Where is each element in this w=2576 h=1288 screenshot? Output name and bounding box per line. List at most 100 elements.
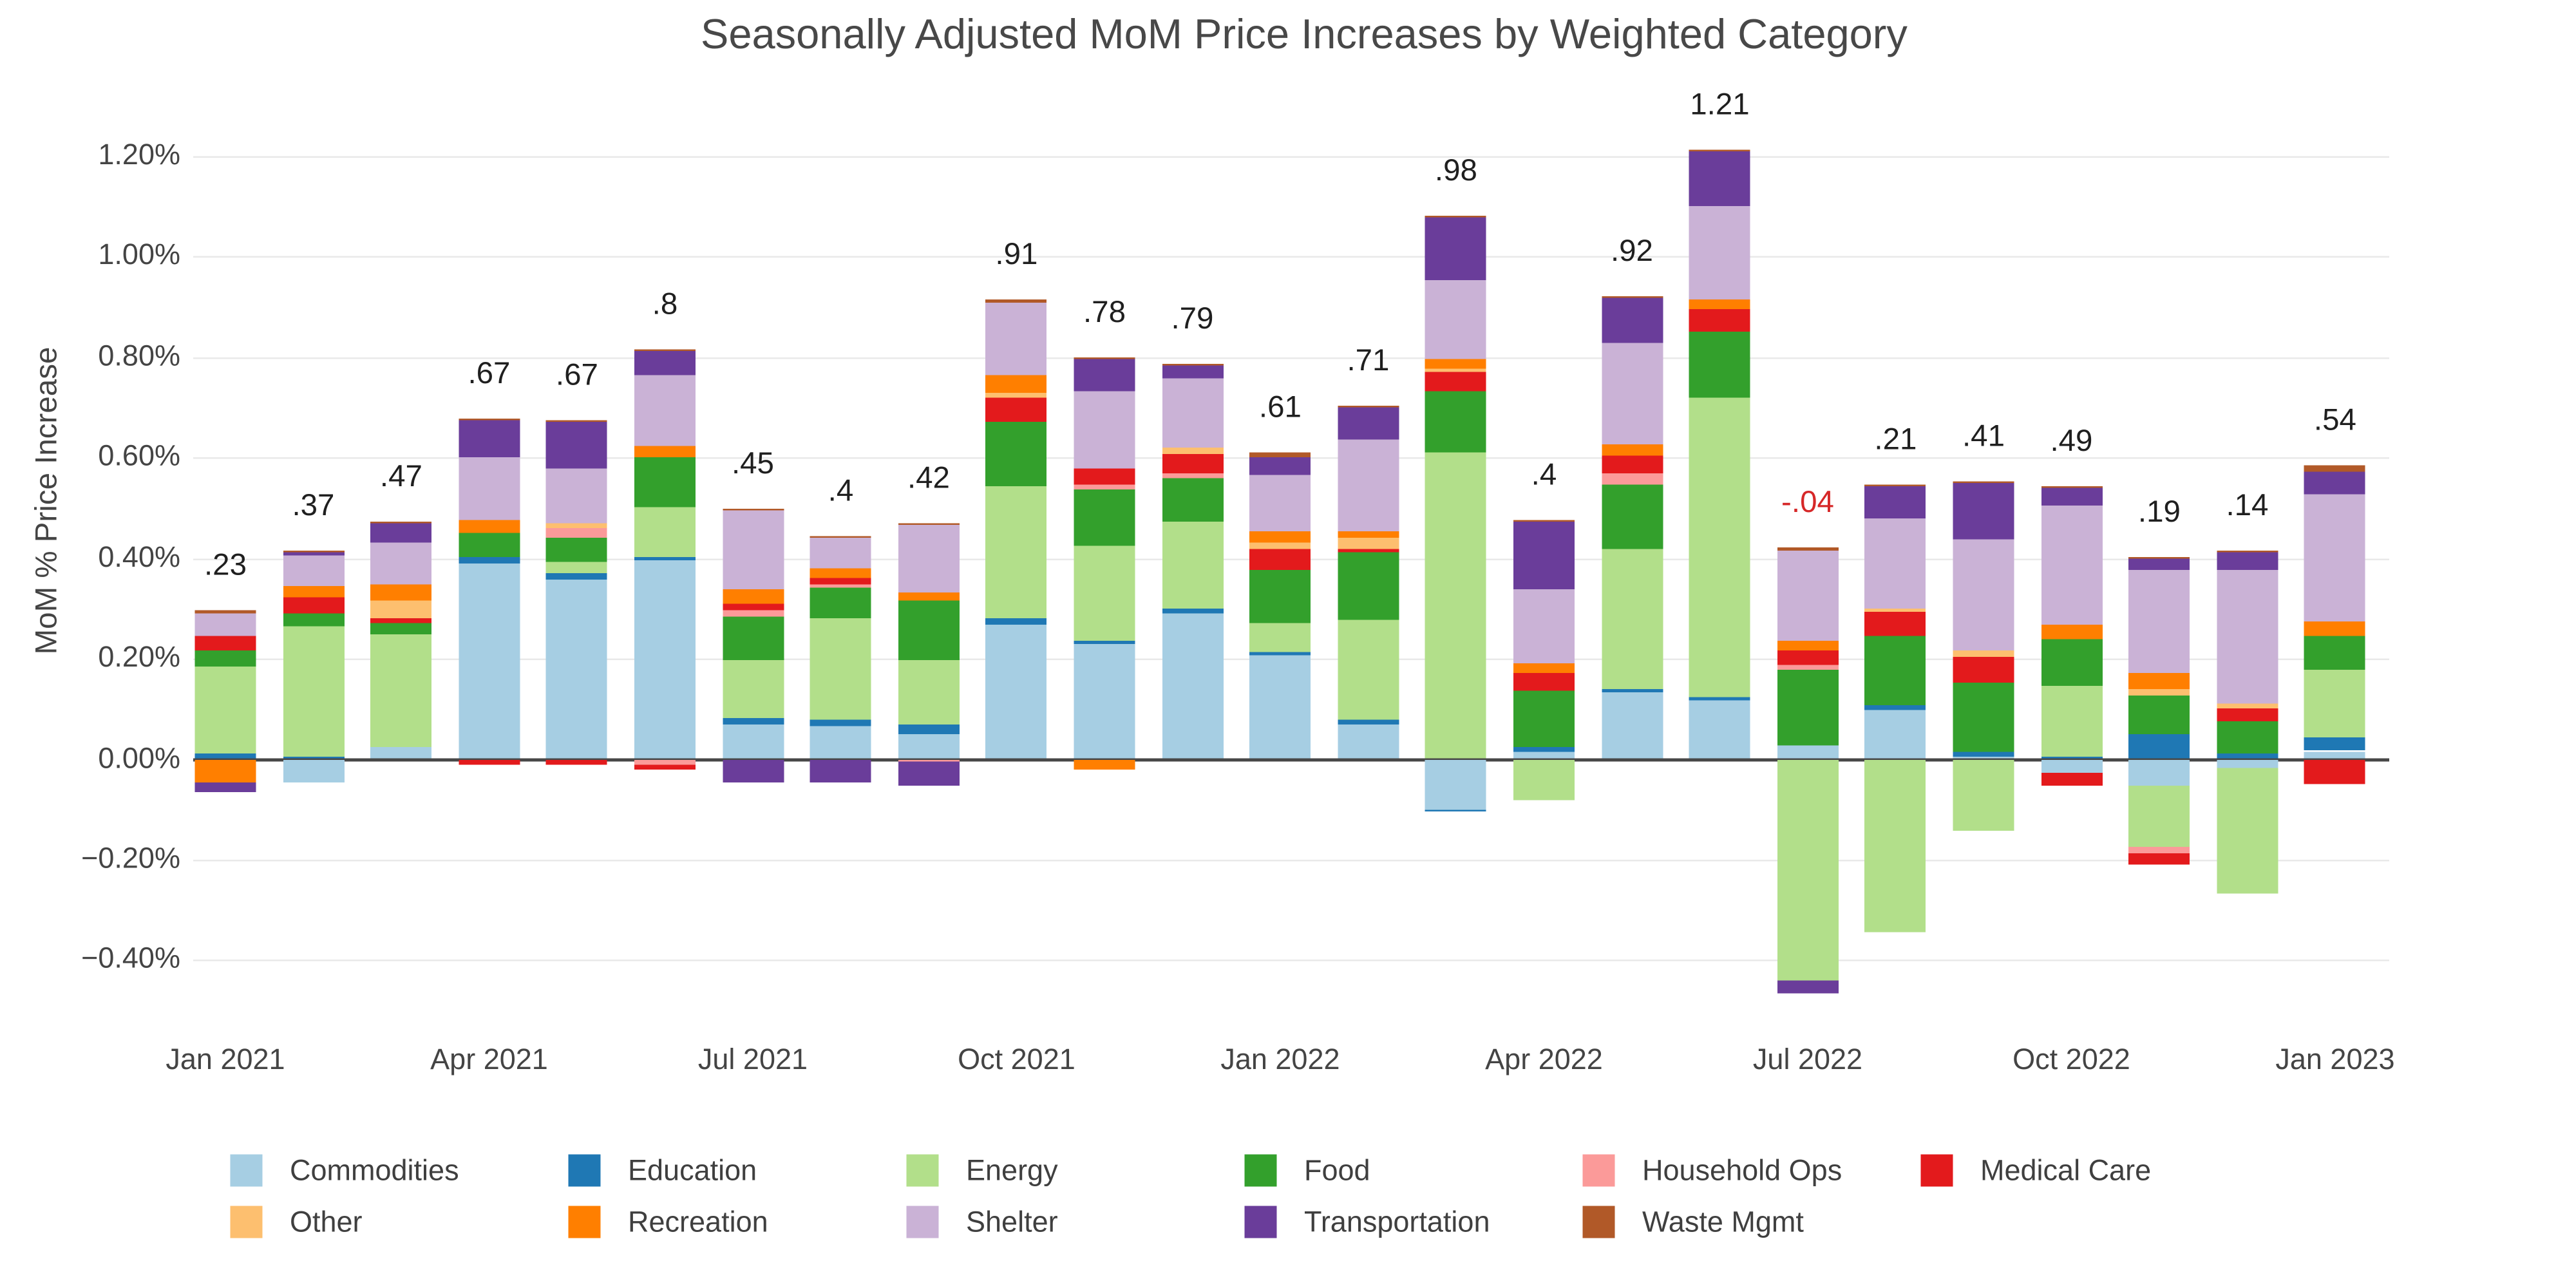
bar-segment-energy[interactable] bbox=[1513, 759, 1575, 800]
legend-item-education[interactable]: Education bbox=[568, 1153, 757, 1188]
bar-segment-commodities[interactable] bbox=[1864, 710, 1926, 759]
bar-segment-medical-care[interactable] bbox=[1425, 372, 1487, 392]
bar-segment-waste-mgmt[interactable] bbox=[1864, 484, 1926, 486]
bar-segment-other[interactable] bbox=[1953, 650, 2014, 658]
bar-segment-medical-care[interactable] bbox=[2304, 759, 2366, 784]
bar-segment-shelter[interactable] bbox=[1337, 439, 1399, 531]
bar-segment-energy[interactable] bbox=[1337, 620, 1399, 720]
bar-segment-waste-mgmt[interactable] bbox=[722, 509, 784, 511]
bar-segment-waste-mgmt[interactable] bbox=[1249, 452, 1311, 457]
bar-segment-education[interactable] bbox=[1161, 609, 1223, 614]
bar-segment-recreation[interactable] bbox=[2040, 624, 2102, 639]
legend-item-medical-care[interactable]: Medical Care bbox=[1920, 1153, 2151, 1188]
bar-segment-education[interactable] bbox=[985, 618, 1047, 625]
legend-item-energy[interactable]: Energy bbox=[906, 1153, 1058, 1188]
bar-segment-food[interactable] bbox=[1425, 391, 1487, 453]
bar-segment-food[interactable] bbox=[370, 623, 432, 635]
bar-segment-waste-mgmt[interactable] bbox=[458, 419, 520, 420]
bar-segment-shelter[interactable] bbox=[1425, 279, 1487, 360]
bar-segment-other[interactable] bbox=[1249, 542, 1311, 549]
bar-segment-transportation[interactable] bbox=[1864, 486, 1926, 518]
bar-segment-food[interactable] bbox=[1249, 569, 1311, 623]
legend-item-shelter[interactable]: Shelter bbox=[906, 1204, 1058, 1240]
bar-segment-medical-care[interactable] bbox=[546, 759, 608, 764]
bar-segment-commodities[interactable] bbox=[898, 734, 960, 759]
bar-segment-commodities[interactable] bbox=[1601, 692, 1663, 759]
bar-segment-transportation[interactable] bbox=[1777, 980, 1839, 993]
bar-segment-food[interactable] bbox=[1864, 635, 1926, 706]
bar-segment-commodities[interactable] bbox=[458, 563, 520, 759]
bar-segment-education[interactable] bbox=[2304, 737, 2366, 752]
bar-segment-food[interactable] bbox=[1601, 484, 1663, 549]
bar-segment-food[interactable] bbox=[1074, 490, 1135, 547]
bar-segment-energy[interactable] bbox=[2304, 669, 2366, 738]
bar-segment-transportation[interactable] bbox=[722, 759, 784, 783]
bar-segment-food[interactable] bbox=[898, 601, 960, 660]
bar-segment-waste-mgmt[interactable] bbox=[1074, 357, 1135, 359]
bar-segment-food[interactable] bbox=[2216, 721, 2278, 753]
bar-segment-recreation[interactable] bbox=[1337, 531, 1399, 539]
bar-segment-shelter[interactable] bbox=[282, 555, 344, 586]
bar-segment-other[interactable] bbox=[1161, 447, 1223, 454]
bar-segment-food[interactable] bbox=[1689, 330, 1750, 397]
bar-segment-commodities[interactable] bbox=[2040, 759, 2102, 773]
bar-segment-commodities[interactable] bbox=[1337, 724, 1399, 759]
bar-segment-shelter[interactable] bbox=[2128, 569, 2190, 674]
bar-segment-energy[interactable] bbox=[1864, 759, 1926, 933]
bar-segment-education[interactable] bbox=[1601, 688, 1663, 692]
bar-segment-medical-care[interactable] bbox=[2216, 708, 2278, 722]
bar-segment-transportation[interactable] bbox=[1425, 218, 1487, 280]
bar-segment-transportation[interactable] bbox=[370, 524, 432, 544]
bar-segment-waste-mgmt[interactable] bbox=[634, 350, 696, 352]
bar-segment-education[interactable] bbox=[634, 556, 696, 561]
bar-segment-other[interactable] bbox=[370, 600, 432, 619]
bar-segment-medical-care[interactable] bbox=[1513, 672, 1575, 692]
bar-segment-recreation[interactable] bbox=[1513, 664, 1575, 673]
bar-segment-shelter[interactable] bbox=[1161, 378, 1223, 448]
bar-segment-commodities[interactable] bbox=[1513, 752, 1575, 759]
bar-segment-household-ops[interactable] bbox=[634, 759, 696, 764]
bar-segment-household-ops[interactable] bbox=[1161, 473, 1223, 478]
bar-segment-medical-care[interactable] bbox=[985, 398, 1047, 422]
bar-segment-waste-mgmt[interactable] bbox=[2128, 556, 2190, 558]
bar-segment-medical-care[interactable] bbox=[282, 596, 344, 614]
bar-segment-shelter[interactable] bbox=[546, 469, 608, 524]
bar-segment-commodities[interactable] bbox=[985, 625, 1047, 759]
bar-segment-transportation[interactable] bbox=[1161, 365, 1223, 379]
bar-segment-shelter[interactable] bbox=[1777, 550, 1839, 641]
bar-segment-recreation[interactable] bbox=[2304, 621, 2366, 637]
bar-segment-commodities[interactable] bbox=[1953, 756, 2014, 759]
bar-segment-shelter[interactable] bbox=[194, 613, 256, 636]
legend-item-other[interactable]: Other bbox=[230, 1204, 363, 1240]
bar-segment-shelter[interactable] bbox=[810, 536, 871, 569]
bar-segment-commodities[interactable] bbox=[1777, 744, 1839, 759]
bar-segment-other[interactable] bbox=[2128, 688, 2190, 697]
bar-segment-household-ops[interactable] bbox=[1601, 472, 1663, 484]
bar-segment-shelter[interactable] bbox=[722, 511, 784, 589]
bar-segment-waste-mgmt[interactable] bbox=[546, 419, 608, 422]
bar-segment-medical-care[interactable] bbox=[194, 636, 256, 651]
bar-segment-shelter[interactable] bbox=[370, 543, 432, 585]
bar-segment-recreation[interactable] bbox=[810, 569, 871, 578]
bar-segment-waste-mgmt[interactable] bbox=[810, 535, 871, 536]
bar-segment-other[interactable] bbox=[1425, 368, 1487, 373]
bar-segment-medical-care[interactable] bbox=[370, 618, 432, 623]
bar-segment-transportation[interactable] bbox=[2128, 558, 2190, 570]
bar-segment-shelter[interactable] bbox=[1513, 589, 1575, 665]
bar-segment-household-ops[interactable] bbox=[898, 759, 960, 762]
bar-segment-energy[interactable] bbox=[1953, 759, 2014, 831]
bar-segment-food[interactable] bbox=[2304, 636, 2366, 669]
bar-segment-commodities[interactable] bbox=[1074, 644, 1135, 759]
bar-segment-recreation[interactable] bbox=[1689, 300, 1750, 309]
bar-segment-transportation[interactable] bbox=[194, 781, 256, 792]
bar-segment-recreation[interactable] bbox=[985, 374, 1047, 392]
bar-segment-shelter[interactable] bbox=[2304, 494, 2366, 621]
bar-segment-commodities[interactable] bbox=[2128, 759, 2190, 786]
bar-segment-waste-mgmt[interactable] bbox=[985, 300, 1047, 303]
bar-segment-commodities[interactable] bbox=[810, 726, 871, 759]
bar-segment-transportation[interactable] bbox=[898, 761, 960, 786]
bar-segment-energy[interactable] bbox=[1161, 522, 1223, 610]
bar-segment-medical-care[interactable] bbox=[1777, 650, 1839, 665]
bar-segment-transportation[interactable] bbox=[458, 419, 520, 458]
bar-segment-waste-mgmt[interactable] bbox=[1513, 520, 1575, 522]
